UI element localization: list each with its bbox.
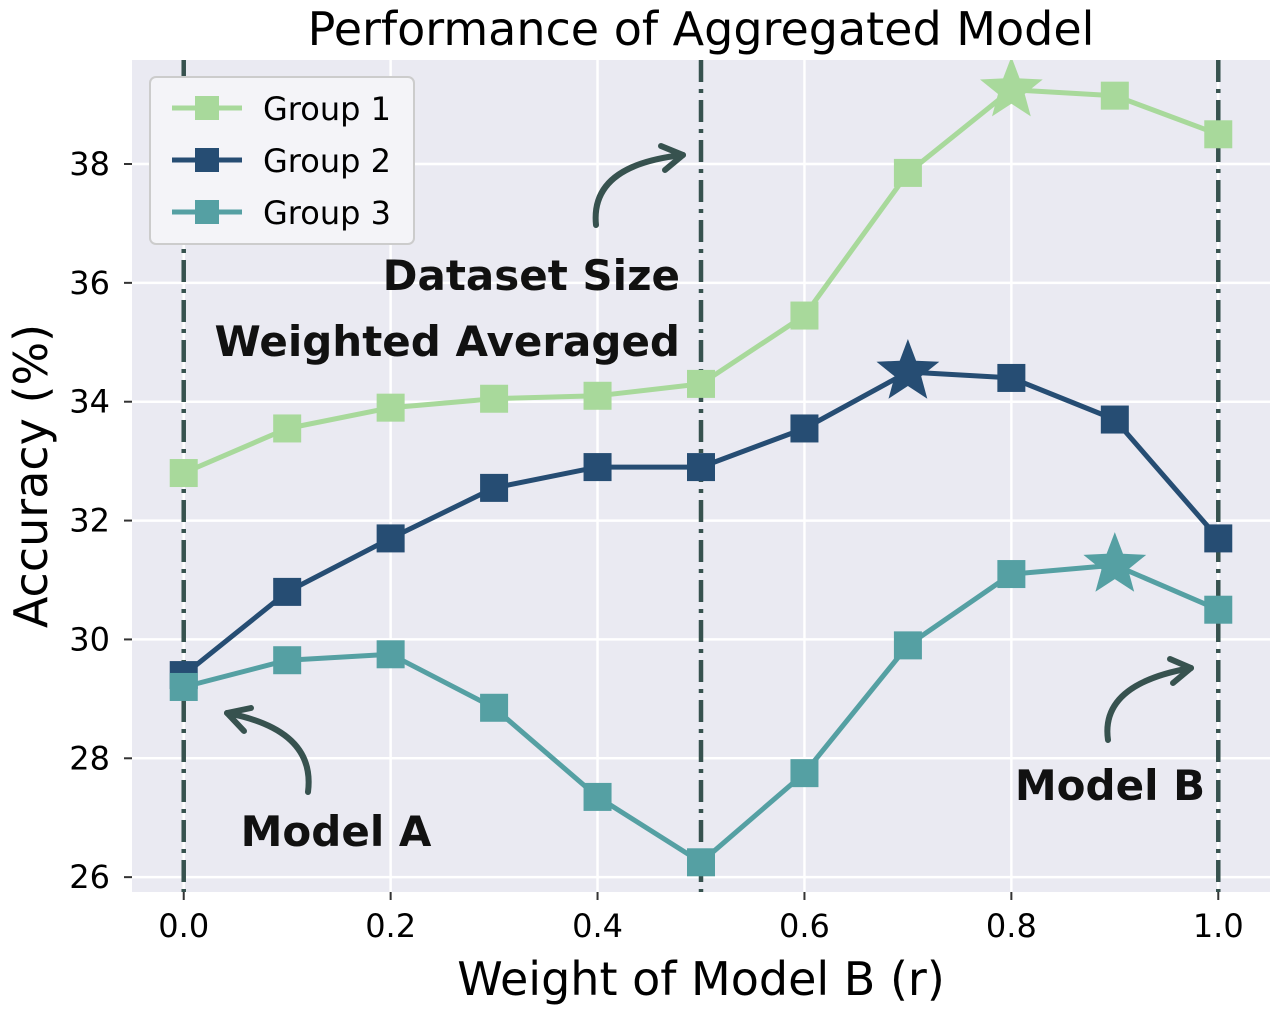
data-point-group-1-4: [583, 381, 612, 410]
data-point-group-2-9: [1100, 405, 1129, 434]
data-point-group-2-5: [687, 453, 715, 482]
chart-title: Performance of Aggregated Model: [308, 2, 1095, 56]
data-point-group-2-4: [583, 453, 612, 482]
data-point-group-1-10: [1204, 120, 1233, 149]
data-point-group-2-3: [480, 473, 509, 502]
y-axis-ticks: 26 28 30 32 34 36 38: [69, 145, 132, 896]
data-point-group-3-6: [790, 759, 819, 788]
annotation-dataset-size: Dataset Size: [383, 251, 680, 300]
best-point-star-group-2: [876, 339, 940, 399]
data-point-group-1-6: [790, 301, 819, 330]
data-point-group-3-4: [583, 782, 612, 811]
legend: Group 1 Group 2 Group 3: [149, 76, 415, 245]
series-group-2: [169, 339, 1233, 690]
annotation-arrows: [224, 143, 1194, 795]
y-tick-label-4: 34: [69, 383, 110, 421]
legend-label-group-3: Group 3: [263, 194, 391, 232]
x-tick-label-5: 1.0: [1193, 907, 1244, 945]
data-point-group-3-7: [893, 631, 922, 660]
data-point-group-2-1: [273, 577, 302, 606]
y-tick-label-6: 38: [69, 145, 110, 183]
arrow-model-a: [224, 710, 312, 795]
data-point-group-3-0: [169, 672, 198, 701]
series-group-1: [169, 60, 1233, 488]
annotation-weighted-averaged: Weighted Averaged: [215, 317, 680, 366]
data-point-group-1-2: [376, 393, 405, 422]
y-tick-label-3: 32: [69, 502, 110, 540]
data-point-group-2-10: [1204, 524, 1233, 553]
data-point-group-1-7: [893, 158, 922, 187]
best-point-star-group-1: [980, 60, 1043, 117]
x-axis-label: Weight of Model B (r): [457, 952, 945, 1006]
arrow-model-a-head: [224, 705, 254, 734]
annotation-model-a: Model A: [241, 807, 432, 856]
arrow-dataset-size: [592, 152, 686, 228]
data-point-group-3-1: [273, 646, 302, 675]
series-group-3: [169, 532, 1233, 877]
legend-entry-group-1: Group 1: [172, 90, 391, 128]
data-point-group-2-8: [997, 363, 1026, 392]
annotation-model-b: Model B: [1015, 761, 1205, 810]
data-point-group-1-0: [169, 459, 198, 488]
data-point-group-3-10: [1204, 595, 1233, 624]
x-tick-label-3: 0.6: [779, 907, 830, 945]
data-point-group-1-9: [1100, 81, 1129, 110]
data-point-group-1-3: [480, 384, 509, 413]
legend-entry-group-2: Group 2: [172, 142, 391, 180]
data-point-group-3-5: [687, 848, 715, 877]
x-tick-label-2: 0.4: [572, 907, 623, 945]
legend-label-group-2: Group 2: [263, 142, 391, 180]
data-point-group-2-2: [376, 524, 405, 553]
y-tick-label-0: 26: [69, 858, 110, 896]
y-tick-label-1: 28: [69, 739, 110, 777]
arrow-model-b-head: [1167, 656, 1194, 686]
x-axis-ticks: 0.0 0.2 0.4 0.6 0.8 1.0: [158, 892, 1244, 945]
data-point-group-3-8: [997, 560, 1026, 589]
x-tick-label-1: 0.2: [365, 907, 416, 945]
legend-marker-group-1: [195, 96, 219, 120]
legend-entry-group-3: Group 3: [172, 194, 391, 232]
y-tick-label-5: 36: [69, 264, 110, 302]
data-point-group-3-2: [376, 640, 405, 669]
best-point-star-group-3: [1083, 532, 1147, 592]
data-point-group-1-1: [273, 414, 302, 443]
x-tick-label-0: 0.0: [158, 907, 209, 945]
arrow-model-b: [1104, 665, 1194, 743]
arrow-dataset-size-head: [658, 143, 686, 173]
y-axis-label: Accuracy (%): [4, 324, 58, 628]
legend-marker-group-3: [195, 200, 219, 224]
series-layer: [169, 60, 1233, 877]
legend-label-group-1: Group 1: [263, 90, 391, 128]
y-tick-label-2: 30: [69, 620, 110, 658]
data-point-group-3-3: [480, 693, 509, 722]
legend-marker-group-2: [195, 148, 219, 172]
data-point-group-2-6: [790, 414, 819, 443]
data-point-group-1-5: [687, 369, 715, 398]
x-tick-label-4: 0.8: [986, 907, 1037, 945]
